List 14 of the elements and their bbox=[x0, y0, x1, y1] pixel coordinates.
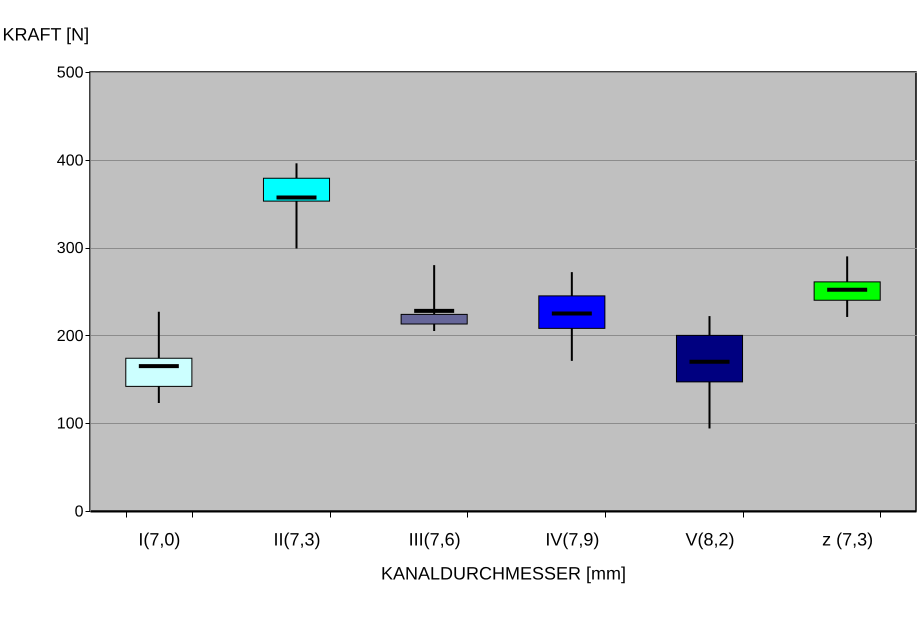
x-tick-label: III(7,6) bbox=[408, 530, 461, 550]
x-axis-title: KANALDURCHMESSER [mm] bbox=[380, 564, 626, 584]
y-tick-label: 100 bbox=[56, 416, 84, 433]
y-axis-title: KRAFT [N] bbox=[2, 24, 90, 44]
x-tick-label: V(8,2) bbox=[685, 530, 735, 550]
y-tick-label: 300 bbox=[56, 240, 84, 258]
y-tick-label: 500 bbox=[56, 64, 84, 82]
x-tick-label: IV(7,9) bbox=[545, 530, 600, 550]
x-tick-label: z (7,3) bbox=[822, 530, 874, 550]
x-tick-label: I(7,0) bbox=[138, 530, 180, 550]
x-tick-label: II(7,3) bbox=[273, 530, 321, 550]
y-tick-label: 200 bbox=[56, 328, 84, 345]
y-tick-label: 0 bbox=[74, 504, 84, 520]
y-tick-label: 400 bbox=[56, 152, 84, 170]
